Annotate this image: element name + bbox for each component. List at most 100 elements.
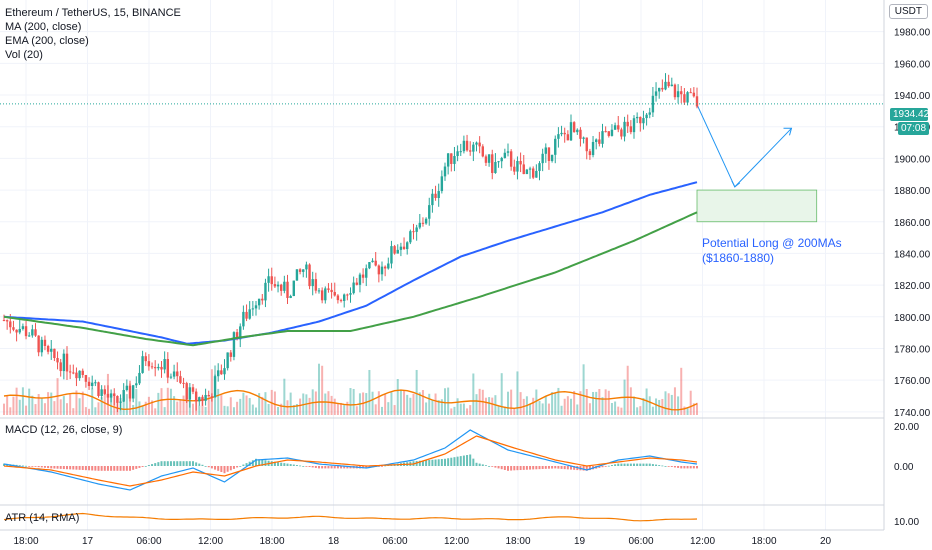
candle-body (182, 382, 185, 384)
macd-histogram-bar (295, 465, 298, 466)
macd-histogram-bar (286, 463, 289, 466)
price-tick-label: 1860.00 (894, 218, 931, 229)
volume-bar (43, 403, 46, 415)
volume-bar (81, 391, 84, 415)
candle-body (607, 131, 610, 136)
price-tick-label: 1960.00 (894, 59, 931, 70)
candle-body (157, 366, 160, 369)
volume-bar (390, 392, 393, 415)
candle-body (100, 389, 103, 397)
volume-bar (459, 403, 462, 415)
macd-histogram-bar (157, 462, 160, 466)
candle-body (692, 92, 696, 97)
ma-200-line (3, 181, 698, 345)
macd-histogram-bar (346, 466, 349, 469)
volume-bar (59, 399, 62, 415)
macd-histogram-bar (333, 466, 336, 469)
macd-histogram-bar (195, 462, 198, 466)
candle-body (352, 282, 355, 294)
candle-body (380, 266, 384, 275)
macd-histogram-bar (626, 463, 629, 466)
volume-bar (198, 405, 201, 415)
atr-label[interactable]: ATR (14, RMA) (5, 512, 80, 524)
legend-vol[interactable]: Vol (20) (5, 49, 43, 61)
currency-selector[interactable]: USDT (888, 4, 928, 19)
macd-histogram-bar (620, 463, 623, 466)
candle-body (431, 193, 434, 206)
candle-body (522, 164, 525, 175)
volume-bar (15, 387, 18, 415)
volume-bar (673, 387, 676, 415)
time-tick-label: 17 (82, 536, 94, 547)
volume-bar (450, 408, 453, 415)
macd-histogram-bar (516, 466, 519, 471)
price-tick-label: 1880.00 (894, 186, 931, 197)
macd-histogram-bar (59, 466, 62, 469)
macd-histogram-bar (188, 461, 191, 466)
volume-bar (658, 399, 661, 415)
volume-bar (251, 404, 254, 415)
macd-histogram-bar (56, 466, 59, 469)
macd-histogram-bar (655, 464, 658, 466)
volume-bar (31, 395, 34, 415)
potential-long-zone (696, 104, 818, 223)
candle-body (232, 332, 236, 357)
candle-body (50, 348, 53, 352)
volume-bar (236, 401, 239, 415)
candle-body (242, 311, 245, 327)
time-tick-label: 19 (574, 536, 586, 547)
macd-histogram-bar (557, 466, 560, 469)
volume-bar (192, 403, 194, 415)
macd-histogram-bar (421, 460, 424, 466)
macd-histogram-bar (314, 466, 317, 468)
macd-histogram-bar (311, 466, 314, 468)
macd-histogram-bar (53, 466, 56, 469)
candle-body (538, 163, 541, 171)
candle-body (613, 125, 617, 130)
macd-histogram-bar (110, 466, 113, 471)
candle-body (497, 161, 500, 163)
volume-bar (437, 400, 440, 415)
macd-histogram-bar (185, 461, 188, 466)
volume-bar (689, 390, 692, 415)
volume-bar (333, 398, 336, 415)
macd-histogram-bar (31, 466, 34, 467)
candle-body (198, 397, 201, 402)
volume-bar (37, 394, 40, 415)
grid-lines (0, 0, 884, 530)
macd-histogram-bar (78, 466, 81, 470)
moving-averages (3, 181, 698, 347)
candle-body (623, 121, 626, 137)
volume-bar (283, 378, 286, 415)
volume-bar (396, 378, 399, 415)
macd-histogram-bar (273, 461, 276, 466)
legend-ema[interactable]: EMA (200, close) (5, 35, 89, 47)
candle-body (563, 132, 566, 135)
candle-body (141, 356, 144, 373)
volume-bar (355, 406, 358, 415)
volume-bar (286, 400, 289, 415)
macd-histogram-bar (384, 465, 387, 467)
macd-label[interactable]: MACD (12, 26, close, 9) (5, 424, 123, 436)
macd-histogram-bar (340, 466, 343, 469)
volume-bar (620, 407, 623, 415)
candle-body (519, 160, 522, 165)
macd-histogram-bar (327, 466, 330, 469)
volume-bar (598, 389, 601, 415)
macd-histogram-bar (538, 466, 541, 470)
macd-histogram-bar (472, 458, 475, 466)
legend-ma[interactable]: MA (200, close) (5, 21, 82, 33)
candle-body (368, 262, 371, 269)
time-tick-label: 18:00 (13, 536, 38, 547)
macd-histogram-bar (94, 466, 97, 471)
macd-histogram-bar (639, 463, 642, 466)
macd-histogram-bar (683, 466, 686, 469)
candle-body (576, 129, 579, 133)
volume-bar (25, 405, 28, 415)
candle-body (213, 376, 217, 398)
macd-histogram-bar (604, 466, 607, 467)
volume-bar (220, 395, 223, 415)
volume-bar (680, 367, 683, 415)
volume-bar (642, 398, 645, 415)
